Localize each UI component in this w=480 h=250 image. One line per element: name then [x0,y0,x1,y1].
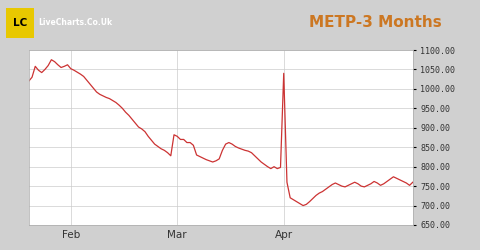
Text: LC: LC [13,18,27,28]
Text: LiveCharts.Co.Uk: LiveCharts.Co.Uk [38,18,112,27]
Text: METP-3 Months: METP-3 Months [309,15,442,30]
FancyBboxPatch shape [6,8,35,38]
